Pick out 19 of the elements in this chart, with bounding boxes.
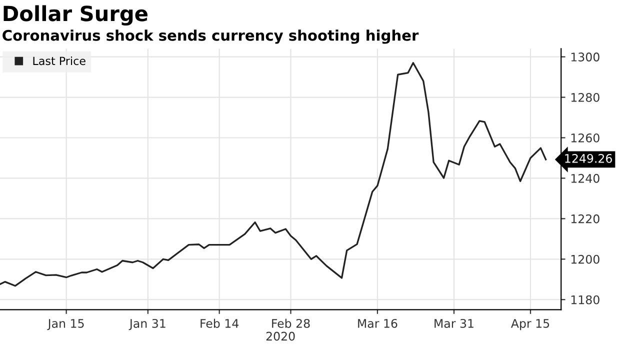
annotation: 1249.26 bbox=[565, 154, 612, 163]
y-tick-label: 1220 bbox=[571, 214, 600, 224]
y-tick-label: 1180 bbox=[571, 295, 600, 304]
x-tick-label: Jan 31 bbox=[128, 318, 166, 330]
y-tick-label: 1280 bbox=[571, 93, 600, 102]
chart-title: Dollar Surge bbox=[4, 5, 148, 26]
x-axis-title: 2020 bbox=[266, 332, 295, 341]
x-tick-label: Feb 28 bbox=[272, 318, 310, 328]
y-tick-label: 1300 bbox=[571, 52, 600, 62]
legend-label: Last Price bbox=[33, 56, 86, 66]
y-tick-label: 1240 bbox=[571, 174, 600, 183]
x-tick-label: Feb 14 bbox=[200, 318, 239, 328]
x-tick-label: Mar 31 bbox=[434, 318, 474, 328]
chart-subtitle: Coronavirus shock sends currency shooting higher bbox=[2, 30, 419, 44]
y-tick-label: 1200 bbox=[571, 254, 600, 264]
y-tick-label: 1260 bbox=[571, 133, 600, 142]
x-tick-label: Jan 15 bbox=[47, 319, 84, 330]
x-tick-label: Mar 16 bbox=[358, 318, 398, 328]
x-tick-label: Apr 15 bbox=[510, 319, 550, 330]
